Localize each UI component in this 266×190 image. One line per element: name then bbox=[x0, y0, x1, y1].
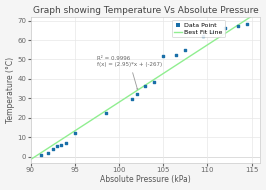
Title: Graph showing Temperature Vs Absolute Pressure: Graph showing Temperature Vs Absolute Pr… bbox=[33, 6, 258, 15]
Legend: Data Point, Best Fit Line: Data Point, Best Fit Line bbox=[172, 20, 225, 37]
Point bbox=[174, 53, 178, 56]
X-axis label: Absolute Pressure (kPa): Absolute Pressure (kPa) bbox=[100, 175, 191, 184]
Point bbox=[64, 142, 68, 145]
Point bbox=[143, 84, 148, 87]
Y-axis label: Temperature (°C): Temperature (°C) bbox=[6, 57, 15, 123]
Point bbox=[51, 147, 55, 150]
Text: R² = 0.9996
f(x) = (2.95)*x + (-267): R² = 0.9996 f(x) = (2.95)*x + (-267) bbox=[97, 56, 162, 89]
Point bbox=[130, 98, 134, 101]
Point bbox=[236, 25, 240, 28]
Point bbox=[103, 111, 108, 114]
Point bbox=[245, 22, 249, 25]
Point bbox=[223, 27, 227, 30]
Point bbox=[59, 143, 64, 146]
Point bbox=[152, 80, 156, 83]
Point bbox=[161, 54, 165, 57]
Point bbox=[46, 151, 50, 154]
Point bbox=[183, 48, 188, 51]
Point bbox=[135, 93, 139, 96]
Point bbox=[73, 132, 77, 135]
Point bbox=[55, 144, 59, 147]
Point bbox=[210, 31, 214, 34]
Point bbox=[39, 153, 43, 156]
Point bbox=[201, 35, 205, 38]
